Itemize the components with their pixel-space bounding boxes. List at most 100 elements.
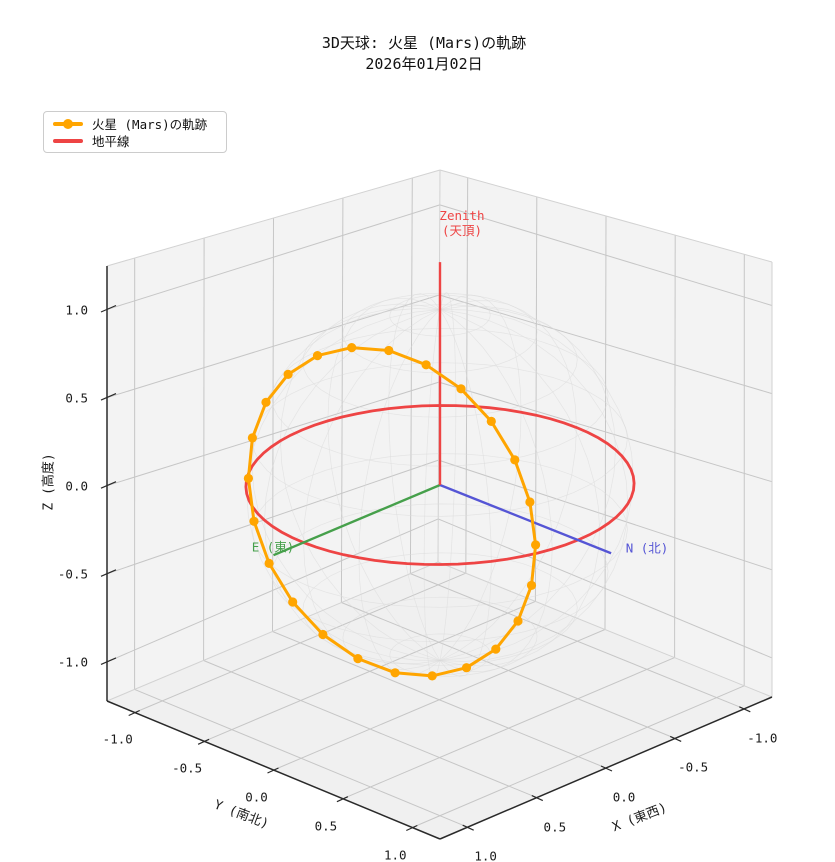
mars-trajectory-marker bbox=[510, 455, 520, 465]
x-tick-label: 0.0 bbox=[612, 789, 636, 805]
east-annotation: E (東) bbox=[251, 539, 295, 555]
right-wall-gridline-z bbox=[438, 459, 773, 571]
right-wall-gridline bbox=[674, 235, 676, 658]
mars-trajectory-marker bbox=[312, 351, 323, 361]
left-wall-gridline-z bbox=[106, 459, 439, 575]
chart-title-line2: 2026年01月02日 bbox=[365, 55, 483, 73]
y-tick-label: -0.5 bbox=[172, 760, 203, 776]
left-wall-gridline bbox=[340, 197, 344, 603]
legend-label-mars: 火星 (Mars)の軌跡 bbox=[92, 117, 208, 132]
mars-trajectory-marker bbox=[261, 397, 271, 407]
z-axis-tick bbox=[100, 481, 117, 489]
mars-trajectory-marker bbox=[264, 558, 274, 569]
z-axis-tick bbox=[100, 569, 117, 577]
x-axis-tick bbox=[739, 706, 751, 713]
mars-trajectory-marker bbox=[288, 597, 298, 607]
mars-trajectory-marker bbox=[525, 497, 535, 507]
y-axis-tick bbox=[267, 767, 279, 774]
z-axis-tick bbox=[100, 657, 117, 665]
y-tick-label: 0.5 bbox=[314, 818, 338, 834]
left-wall-gridline bbox=[203, 237, 205, 661]
x-tick-label: 0.5 bbox=[543, 819, 567, 835]
sphere-wireframe-line bbox=[271, 503, 609, 642]
right-wall-gridline-z bbox=[439, 294, 773, 395]
chart-title: 3D天球: 火星 (Mars)の軌跡 2026年01月02日 bbox=[322, 33, 526, 75]
floor-gridline-y bbox=[342, 657, 675, 800]
floor-gridline-y bbox=[273, 629, 606, 771]
z-axis-tick bbox=[100, 393, 117, 401]
y-tick-label: 1.0 bbox=[383, 847, 407, 862]
pane-edge bbox=[439, 169, 773, 263]
mars-trajectory-marker bbox=[353, 654, 363, 664]
y-tick-label: 0.0 bbox=[245, 789, 268, 805]
mars-trajectory-marker bbox=[318, 629, 328, 640]
left-wall-gridline-z bbox=[106, 518, 439, 663]
mars-trajectory-marker bbox=[531, 540, 541, 550]
mars-trajectory-marker bbox=[456, 384, 466, 394]
east-line bbox=[273, 483, 441, 557]
right-wall-gridline-z bbox=[438, 381, 773, 483]
mars-trajectory-marker bbox=[283, 369, 293, 379]
sphere-wireframe-line bbox=[342, 292, 538, 374]
mars-trajectory-marker bbox=[491, 644, 501, 654]
horizon-line-sample bbox=[53, 135, 83, 146]
legend-item-horizon: 地平線 bbox=[53, 132, 217, 149]
z-tick-label: 0.0 bbox=[65, 478, 88, 494]
y-axis-tick bbox=[336, 796, 349, 803]
mars-trajectory-marker bbox=[461, 663, 472, 673]
x-tick-label: 1.0 bbox=[474, 848, 497, 862]
floor-gridline-y bbox=[412, 685, 745, 828]
z-tick-label: 0.5 bbox=[65, 390, 88, 406]
z-tick-label: -1.0 bbox=[57, 654, 88, 670]
z-axis-tick bbox=[100, 304, 117, 313]
right-wall-gridline-z bbox=[438, 518, 773, 659]
north-annotation: N (北) bbox=[625, 540, 669, 556]
mars-trajectory-marker bbox=[247, 433, 257, 443]
mars-trajectory-marker bbox=[421, 360, 431, 370]
horizon-legend-line bbox=[53, 138, 83, 143]
pane-edge bbox=[437, 561, 773, 698]
z-tick-label: 1.0 bbox=[65, 302, 88, 317]
x-tick-label: -1.0 bbox=[747, 730, 778, 746]
sphere-wireframe-line bbox=[271, 328, 609, 467]
left-wall-gridline bbox=[409, 177, 413, 574]
y-axis-tick bbox=[197, 738, 210, 745]
mars-trajectory-marker bbox=[486, 416, 496, 426]
left-wall-gridline-z bbox=[106, 381, 440, 487]
x-axis-tick bbox=[669, 735, 682, 742]
legend-item-mars: 火星 (Mars)の軌跡 bbox=[53, 115, 217, 132]
mars-trajectory-marker bbox=[347, 343, 357, 353]
pane-edge bbox=[106, 561, 439, 702]
sphere-wireframe-line bbox=[389, 294, 491, 337]
z-tick-label: -0.5 bbox=[57, 566, 88, 582]
right-wall-gridline-z bbox=[439, 204, 773, 306]
left-wall-gridline-z bbox=[106, 204, 440, 310]
mars-legend-marker bbox=[63, 118, 73, 129]
pane-edge bbox=[106, 169, 441, 267]
mars-trajectory-marker bbox=[427, 671, 437, 681]
x-axis-tick bbox=[462, 824, 474, 831]
y-axis-tick bbox=[128, 709, 140, 717]
floor-gridline-x bbox=[134, 688, 468, 828]
zenith-annotation: Zenith (天頂) bbox=[439, 208, 484, 238]
floor-gridline-x bbox=[203, 660, 537, 799]
right-wall-gridline bbox=[604, 215, 607, 630]
mars-trajectory-marker bbox=[243, 473, 253, 483]
mars-trajectory-marker bbox=[390, 668, 400, 678]
y-tick-label: -1.0 bbox=[102, 731, 133, 747]
mars-trajectory-marker bbox=[513, 616, 523, 626]
mars-line-sample bbox=[53, 118, 83, 129]
legend-label-horizon: 地平線 bbox=[92, 134, 130, 149]
zenith-annotation-line2: (天頂) bbox=[441, 223, 483, 238]
sphere-wireframe-line bbox=[302, 304, 578, 418]
x-axis-tick bbox=[531, 795, 544, 802]
horizon-circle-line bbox=[244, 404, 636, 566]
z-axis-title: Z (高度) bbox=[41, 453, 57, 511]
left-wall-pane bbox=[107, 170, 440, 701]
sphere-wireframe-line bbox=[252, 453, 628, 608]
north-line bbox=[439, 483, 612, 555]
zenith-annotation-line1: Zenith bbox=[439, 208, 485, 223]
mars-trajectory-marker bbox=[384, 345, 394, 356]
